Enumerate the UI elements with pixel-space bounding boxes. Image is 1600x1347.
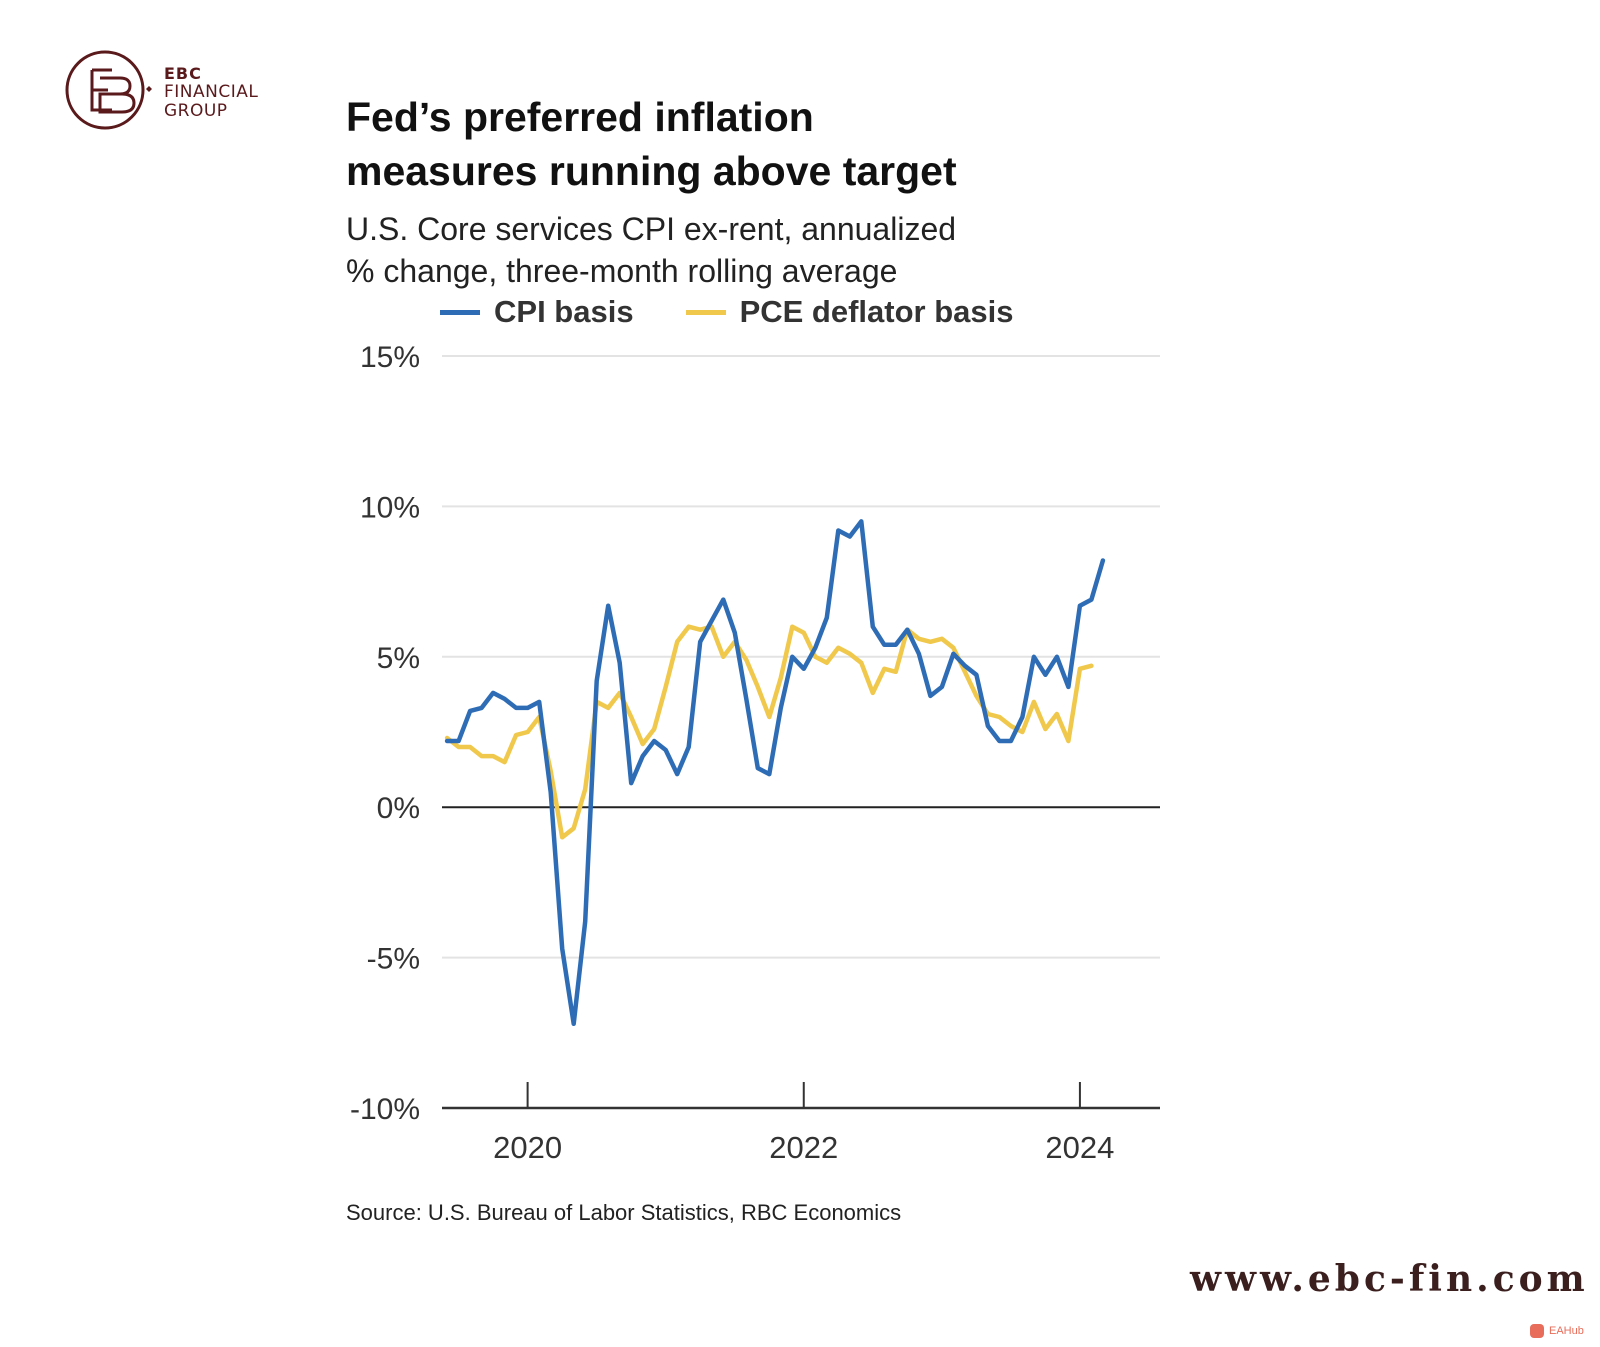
legend-label-cpi: CPI basis xyxy=(494,294,634,329)
logo-line-group: GROUP xyxy=(164,101,228,121)
eahub-label: EAHub xyxy=(1549,1325,1584,1337)
chart-title-line2: measures running above target xyxy=(346,148,957,194)
x-tick-label: 2024 xyxy=(1045,1130,1114,1165)
legend-item-pce: PCE deflator basis xyxy=(685,294,1014,330)
legend-item-cpi: CPI basis xyxy=(440,294,634,330)
chart-subtitle-line1: U.S. Core services CPI ex-rent, annualiz… xyxy=(346,211,957,247)
website-url[interactable]: www.ebc-fin.com xyxy=(1190,1258,1589,1300)
logo-line-financial: FINANCIAL xyxy=(164,82,259,102)
line-chart: 15% 10% 5% 0% -5% -10% 2020 2022 2024 xyxy=(350,341,1160,1165)
chart-subtitle: U.S. Core services CPI ex-rent, annualiz… xyxy=(346,208,1106,292)
chart-subtitle-line2: % change, three-month rolling average xyxy=(346,253,898,289)
y-tick-label: 15% xyxy=(360,341,420,374)
y-tick-label: 0% xyxy=(377,792,420,825)
ebc-logo: EBC FINANCIAL GROUP xyxy=(64,46,284,136)
legend-label-pce: PCE deflator basis xyxy=(739,294,1014,329)
ebc-logo-icon xyxy=(65,50,152,130)
eahub-watermark: EAHub xyxy=(1530,1324,1584,1338)
y-tick-label: 10% xyxy=(360,491,420,524)
x-tick-label: 2020 xyxy=(493,1130,562,1165)
y-tick-label: -10% xyxy=(350,1093,420,1126)
chart-source: Source: U.S. Bureau of Labor Statistics,… xyxy=(346,1200,902,1225)
chart-title: Fed’s preferred inflation measures runni… xyxy=(346,90,1106,198)
chart-title-line1: Fed’s preferred inflation xyxy=(346,94,814,140)
eahub-icon xyxy=(1530,1324,1544,1338)
series-line-cpi xyxy=(444,519,1106,1027)
series-cpi xyxy=(444,519,1106,1027)
chart-legend: CPI basis PCE deflator basis xyxy=(440,292,1065,332)
x-tick-label: 2022 xyxy=(769,1130,838,1165)
legend-swatch-pce xyxy=(685,309,726,315)
logo-line-ebc: EBC xyxy=(164,64,202,83)
legend-swatch-cpi xyxy=(440,309,480,315)
y-tick-label: 5% xyxy=(377,642,420,675)
y-tick-label: -5% xyxy=(367,943,420,976)
